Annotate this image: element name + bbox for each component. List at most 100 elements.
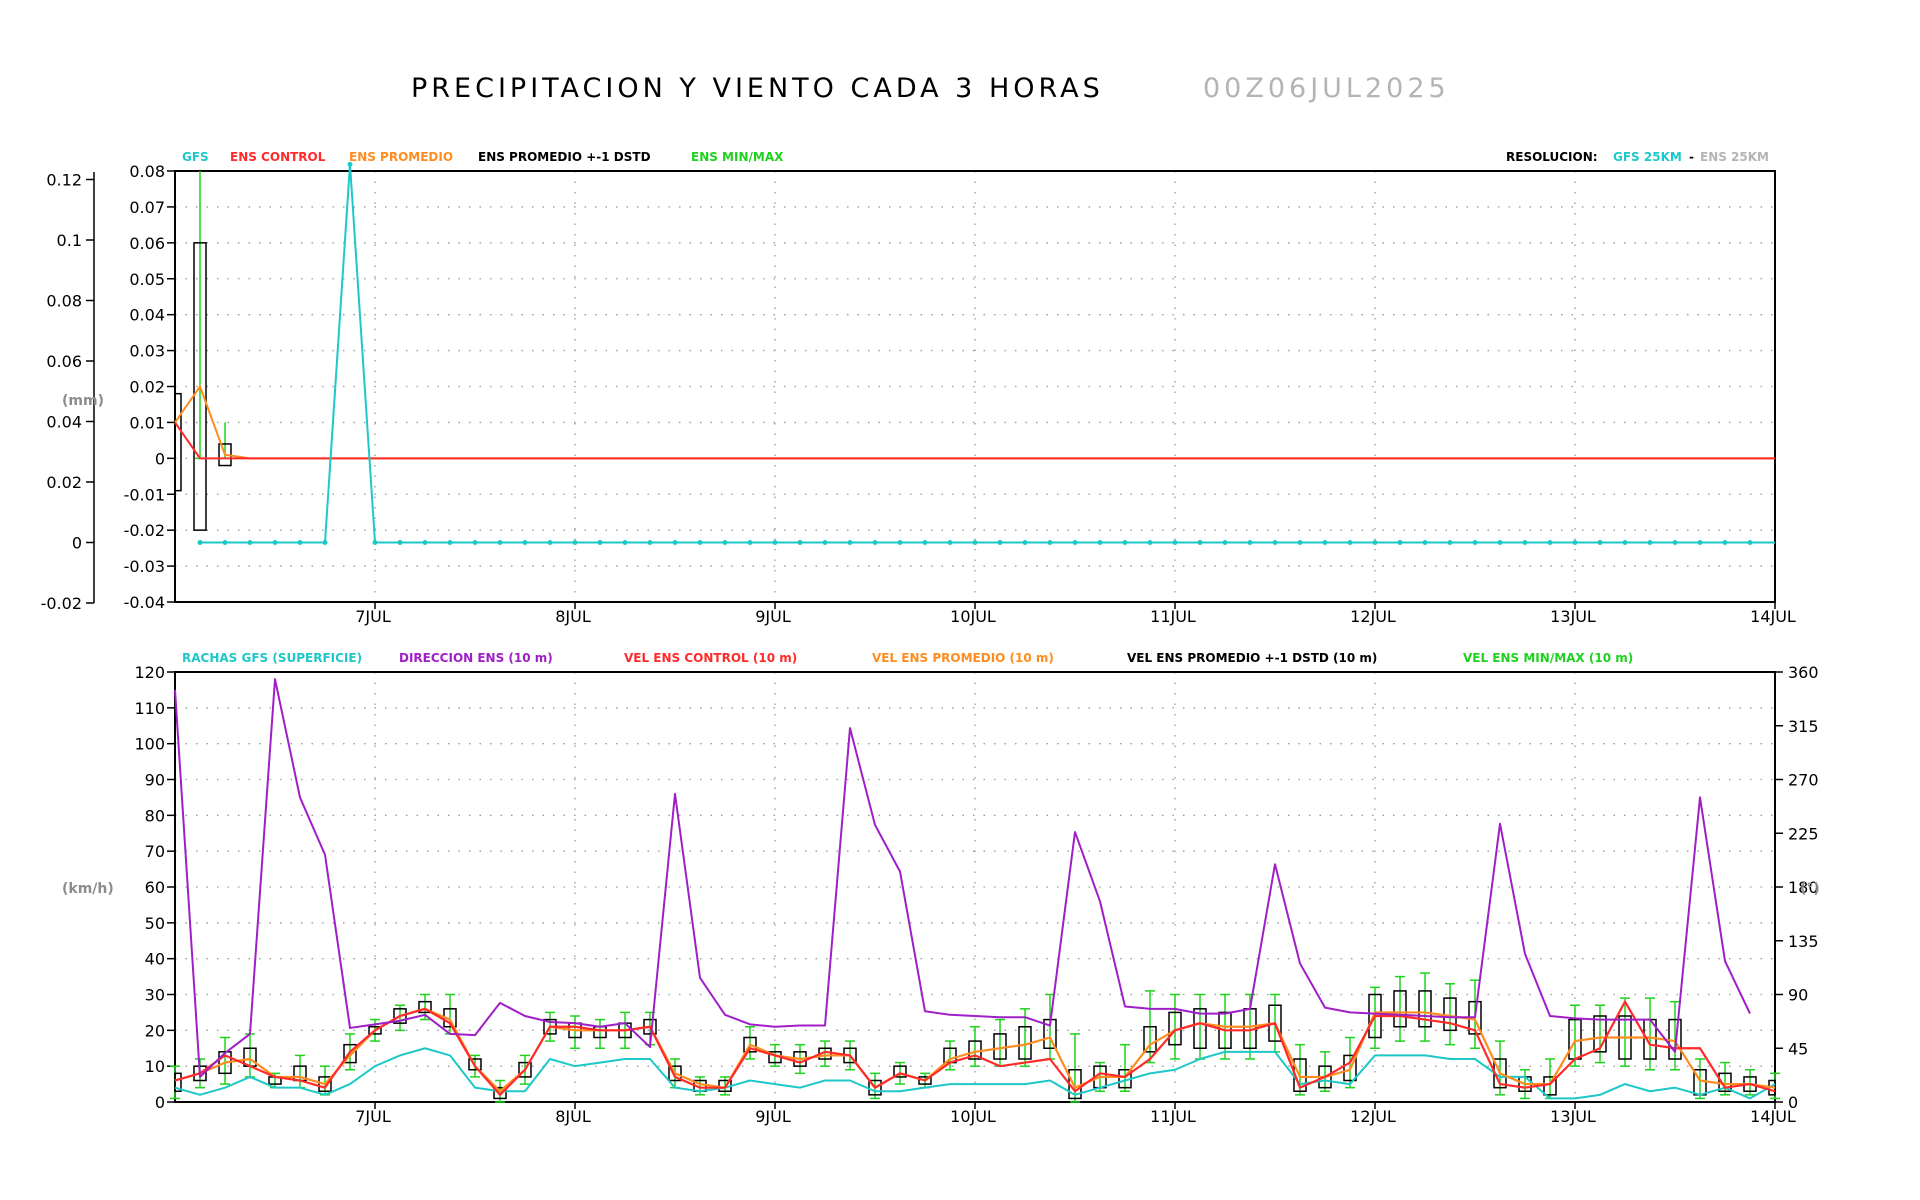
wind-legend-item: VEL ENS PROMEDIO (10 m): [872, 651, 1054, 665]
direction-y-tick-label: 315: [1788, 717, 1819, 736]
precip-gfs-point: [1297, 540, 1303, 545]
precip-gfs-point: [847, 540, 853, 545]
precip-ens-tick-label: 0.06: [129, 234, 165, 253]
wind-legend-item: VEL ENS PROMEDIO +-1 DSTD (10 m): [1127, 651, 1377, 665]
precip-x-tick-label: 8JUL: [555, 607, 591, 626]
wind-x-tick-label: 11JUL: [1150, 1107, 1196, 1126]
precip-gfs-point: [1447, 540, 1453, 545]
precip-gfs-point: [1197, 540, 1203, 545]
precip-gfs-point: [1547, 540, 1553, 545]
precip-legend-item: ENS MIN/MAX: [691, 150, 784, 164]
precip-gfs-point: [872, 540, 878, 545]
wind-x-tick-label: 9JUL: [755, 1107, 791, 1126]
direction-y-tick-label: 225: [1788, 824, 1819, 843]
direction-y-tick-label: 45: [1788, 1039, 1808, 1058]
wind-legend: RACHAS GFS (SUPERFICIE) DIRECCION ENS (10…: [182, 651, 1633, 665]
precip-gfs-tick-label: 0.12: [46, 171, 82, 190]
precip-gfs-point: [1097, 540, 1103, 545]
precip-gfs-point: [547, 540, 553, 545]
wind-std-box: [368, 1026, 382, 1035]
precip-gfs-point: [922, 540, 928, 545]
chart-title: PRECIPITACION Y VIENTO CADA 3 HORAS: [411, 73, 1104, 104]
wind-legend-item: VEL ENS MIN/MAX (10 m): [1463, 651, 1633, 665]
precip-gfs-point: [572, 540, 578, 545]
precip-frame: [174, 170, 1776, 603]
precip-gfs-point: [1372, 540, 1378, 545]
precip-unit-label: (mm): [62, 393, 104, 409]
wind-y-tick-label: 10: [145, 1057, 165, 1076]
direction-y-tick-label: 180: [1788, 878, 1819, 897]
precip-gfs-point: [1072, 540, 1078, 545]
precip-std-box: [174, 392, 182, 492]
wind-x-tick-label: 8JUL: [555, 1107, 591, 1126]
precip-ens-tick-label: 0.04: [129, 306, 165, 325]
wind-std-box: [1393, 990, 1407, 1028]
precip-gfs-point: [1022, 540, 1028, 545]
precip-gfs-point: [1222, 540, 1228, 545]
wind-std-box: [743, 1036, 757, 1053]
wind-y-tick-label: 40: [145, 950, 165, 969]
wind-std-box: [468, 1058, 482, 1071]
resolution-separator: -: [1689, 150, 1694, 164]
wind-std-box: [1143, 1026, 1157, 1053]
precip-gfs-point: [1122, 540, 1128, 545]
precip-gfs-point: [597, 540, 603, 545]
precip-legend-item: ENS PROMEDIO +-1 DSTD: [478, 150, 651, 164]
wind-std-box: [893, 1065, 907, 1078]
run-timestamp: 00Z06JUL2025: [1203, 73, 1450, 104]
wind-y-tick-label: 100: [134, 735, 165, 754]
precip-gfs-point: [247, 540, 253, 545]
wind-control-line: [174, 1000, 1776, 1096]
precip-gfs-point: [772, 540, 778, 545]
direction-y-tick-label: 360: [1788, 663, 1819, 682]
precip-gfs-point: [1172, 540, 1178, 545]
wind-x-tick-label: 7JUL: [355, 1107, 391, 1126]
precip-gfs-point: [1322, 540, 1328, 545]
precip-legend-item: ENS PROMEDIO: [349, 150, 453, 164]
wind-legend-item: RACHAS GFS (SUPERFICIE): [182, 651, 362, 665]
precip-gfs-point: [897, 540, 903, 545]
direction-y-tick-label: 0: [1788, 1093, 1798, 1112]
precip-gfs-point: [422, 540, 428, 545]
precip-gfs-line: [200, 164, 1775, 544]
precip-gfs-point: [322, 540, 328, 545]
precip-gfs-point: [197, 540, 203, 545]
precip-ens-tick-label: -0.01: [124, 485, 165, 504]
precip-legend: GFS ENS CONTROL ENS PROMEDIO ENS PROMEDIO +…: [182, 150, 784, 164]
precip-gfs-point: [1622, 540, 1628, 545]
wind-direction-line: [174, 678, 1751, 1078]
wind-y-tick-label: 60: [145, 878, 165, 897]
wind-std-box: [1593, 1015, 1607, 1053]
wind-y-tick-label: 20: [145, 1021, 165, 1040]
wind-std-box: [1343, 1054, 1357, 1082]
precip-gfs-point: [947, 540, 953, 545]
precip-ens-tick-label: -0.02: [124, 521, 165, 540]
wind-panel: 0 10 20 30 40 50 60 70 80 90 100 110 120 0 45 90 135 180 2…: [134, 663, 1818, 1126]
precip-gfs-point: [1347, 540, 1353, 545]
precip-ens-tick-label: 0.07: [129, 198, 165, 217]
precip-ens-tick-label: 0: [155, 449, 165, 468]
precip-x-tick-label: 9JUL: [755, 607, 791, 626]
precip-legend-item: ENS CONTROL: [230, 150, 326, 164]
precip-x-tick-label: 7JUL: [355, 607, 391, 626]
wind-y-tick-label: 70: [145, 842, 165, 861]
direction-y-tick-label: 270: [1788, 771, 1819, 790]
precipitation-panel: 0.08 0.07 0.06 0.05 0.04 0.03 0.02 0.01 0 -0.01 -0…: [41, 161, 1796, 626]
precip-ens-tick-label: 0.03: [129, 342, 165, 361]
resolution-ens: ENS 25KM: [1700, 150, 1769, 164]
wind-unit-label: (km/h): [62, 881, 114, 897]
precip-gfs-tick-label: -0.02: [41, 594, 82, 613]
precip-gfs-point: [522, 540, 528, 545]
direction-unit-label: (°): [1800, 881, 1820, 897]
precip-gfs-point: [272, 540, 278, 545]
precip-gfs-point: [747, 540, 753, 545]
precip-gfs-point: [1747, 540, 1753, 545]
precip-gfs-tick-label: 0.08: [46, 292, 82, 311]
wind-y-tick-label: 0: [155, 1093, 165, 1112]
precip-gfs-point: [697, 540, 703, 545]
wind-legend-item: DIRECCION ENS (10 m): [399, 651, 553, 665]
precip-x-tick-label: 12JUL: [1350, 607, 1396, 626]
wind-y-tick-label: 110: [134, 699, 165, 718]
precip-gfs-point: [822, 540, 828, 545]
precip-gfs-point: [222, 540, 228, 545]
